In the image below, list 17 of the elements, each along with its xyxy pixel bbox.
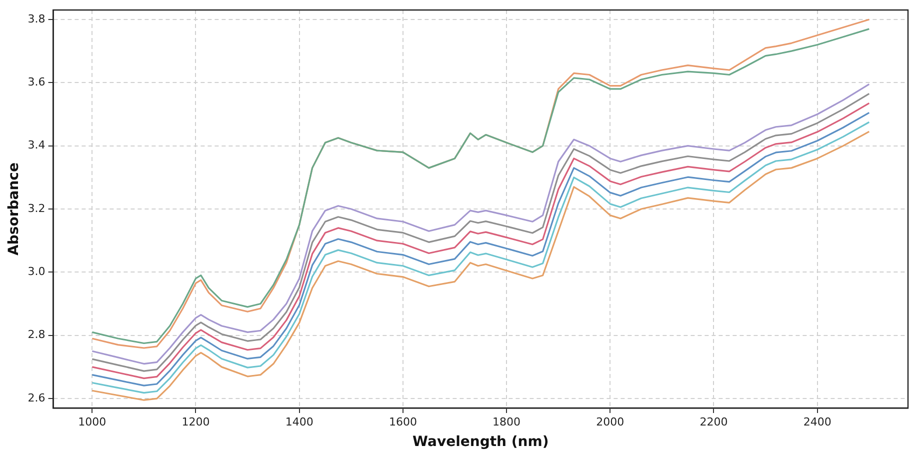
y-tick-label: 3.2 [28, 202, 46, 215]
y-axis-title: Absorbance [6, 162, 22, 256]
x-tick-label: 1800 [492, 415, 521, 428]
x-tick-label: 1400 [285, 415, 314, 428]
x-axis-title: Wavelength (nm) [412, 434, 549, 450]
x-tick-label: 2000 [596, 415, 624, 428]
x-tick-label: 2200 [700, 415, 728, 428]
y-tick-label: 2.8 [28, 328, 46, 342]
y-tick-label: 3.6 [28, 76, 46, 89]
y-tick-label: 3.4 [28, 138, 46, 152]
x-tick-label: 1600 [388, 415, 417, 428]
x-tick-label: 1200 [182, 415, 210, 428]
x-tick-label: 1000 [78, 415, 106, 428]
y-tick-label: 2.6 [28, 391, 46, 404]
y-tick-label: 3.8 [28, 12, 46, 26]
x-tick-label: 2400 [803, 415, 832, 428]
y-tick-label: 3.0 [28, 265, 46, 278]
